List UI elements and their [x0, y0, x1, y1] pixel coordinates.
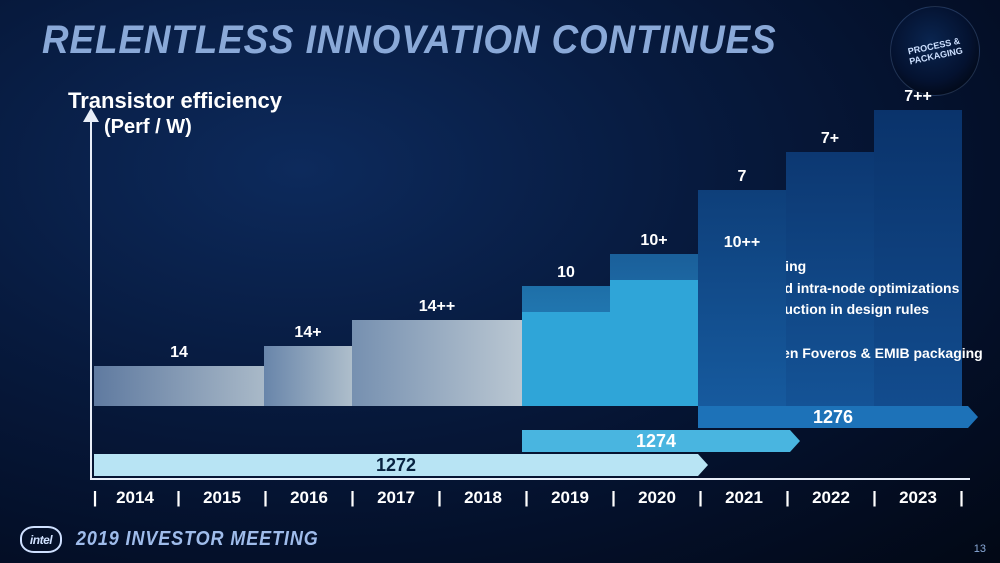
bar-14: 14: [94, 366, 264, 406]
band-arrow-icon: [968, 406, 978, 428]
process-packaging-badge: PROCESS & PACKAGING: [890, 6, 980, 96]
band-arrow-icon: [790, 430, 800, 452]
y-axis: [90, 110, 92, 480]
bar-14p: 14+: [264, 346, 352, 406]
bar-label: 14++: [352, 298, 522, 316]
x-axis: [90, 478, 970, 480]
bar-10p: 10+: [610, 254, 698, 406]
slide-title: RELENTLESS INNOVATION CONTINUES: [42, 18, 777, 63]
intel-logo-icon: intel: [20, 526, 62, 553]
band-arrow-icon: [698, 454, 708, 476]
footer: intel 2019 INVESTOR MEETING: [20, 526, 346, 553]
bar-7: 7: [698, 190, 786, 406]
process-band-1276: 1276: [698, 406, 968, 428]
bar-label: 7++: [874, 88, 962, 106]
bar-label: 14: [94, 344, 264, 362]
badge-text: PROCESS & PACKAGING: [890, 32, 980, 70]
bar-label: 10+: [610, 232, 698, 250]
bar-label: 10: [522, 264, 610, 282]
bar-label: 7: [698, 168, 786, 186]
process-band-1274: 1274: [522, 430, 790, 452]
bar-label: 10++: [698, 234, 786, 252]
bar-14pp: 14++: [352, 320, 522, 406]
x-axis-years: |2014|2015|2016|2017|2018|2019|2020|2021…: [90, 488, 970, 508]
bar-label: 7+: [786, 130, 874, 148]
bar-label: 14+: [264, 324, 352, 342]
page-number: 13: [974, 543, 986, 555]
footer-event-text: 2019 INVESTOR MEETING: [76, 528, 319, 551]
bar-10: 10: [522, 286, 610, 406]
y-axis-arrow-icon: [83, 108, 99, 122]
process-band-1272: 1272: [94, 454, 698, 476]
